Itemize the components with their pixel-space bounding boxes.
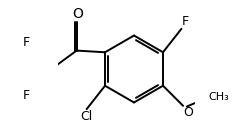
- Text: CH₃: CH₃: [208, 92, 229, 102]
- Text: O: O: [72, 7, 82, 21]
- Text: F: F: [23, 88, 30, 102]
- Text: O: O: [183, 106, 193, 119]
- Text: F: F: [181, 15, 188, 28]
- Text: F: F: [23, 36, 30, 50]
- Text: Cl: Cl: [79, 110, 92, 123]
